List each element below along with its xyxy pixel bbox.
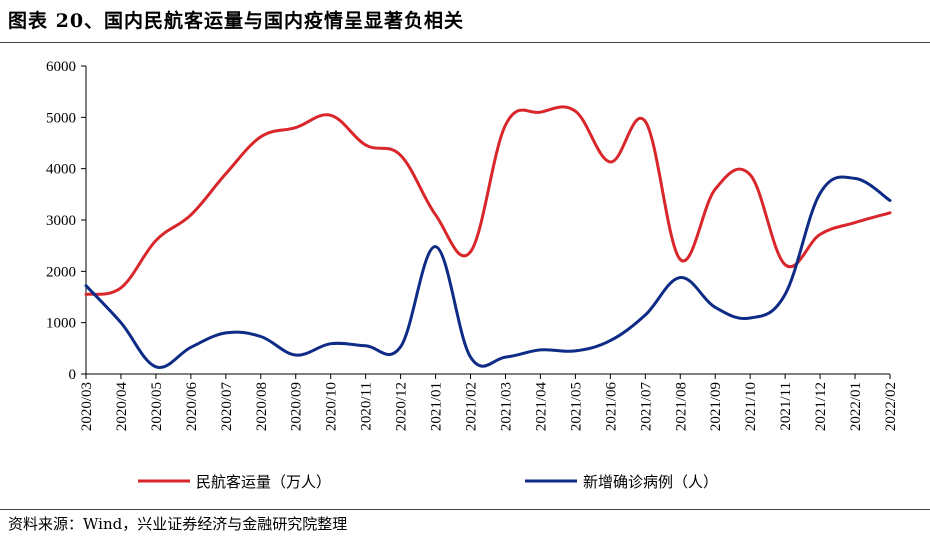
- legend-label: 新增确诊病例（人）: [583, 473, 718, 491]
- x-tick-label: 2021/07: [638, 382, 654, 432]
- x-tick-label: 2021/08: [673, 382, 689, 431]
- y-tick-label: 3000: [46, 213, 76, 229]
- x-tick-label: 2020/04: [114, 382, 130, 432]
- x-tick-label: 2021/11: [778, 382, 794, 431]
- source-divider: [0, 509, 930, 510]
- x-tick-label: 2022/02: [883, 382, 899, 431]
- chart-legend: 民航客运量（万人） 新增确诊病例（人）: [138, 473, 718, 491]
- x-tick-label: 2020/09: [289, 382, 305, 431]
- title-divider: [0, 42, 930, 43]
- x-tick-label: 2020/06: [184, 382, 200, 432]
- chart-title: 图表 20、国内民航客运量与国内疫情呈显著负相关: [8, 10, 465, 32]
- x-tick-label: 2021/06: [603, 382, 619, 432]
- y-tick-label: 4000: [46, 162, 76, 178]
- y-tick-label: 2000: [46, 264, 76, 280]
- legend-label: 民航客运量（万人）: [196, 473, 331, 491]
- y-tick-label: 1000: [46, 316, 76, 332]
- source-note: 资料来源：Wind，兴业证券经济与金融研究院整理: [8, 515, 348, 533]
- x-tick-label: 2020/03: [79, 382, 95, 431]
- legend-item-cases: 新增确诊病例（人）: [525, 473, 718, 491]
- x-tick-label: 2020/12: [394, 382, 410, 431]
- legend-item-passengers: 民航客运量（万人）: [138, 473, 331, 491]
- x-tick-label: 2022/01: [848, 382, 864, 431]
- series-line-passengers: [84, 105, 892, 296]
- chart-series: [84, 105, 892, 369]
- x-tick-label: 2021/04: [533, 382, 549, 432]
- x-tick-label: 2020/05: [149, 382, 165, 431]
- x-tick-label: 2020/08: [254, 382, 270, 431]
- x-tick-label: 2020/11: [359, 382, 375, 431]
- x-tick-label: 2021/02: [464, 382, 480, 431]
- x-tick-label: 2021/12: [813, 382, 829, 431]
- y-tick-label: 5000: [46, 110, 76, 126]
- x-tick-label: 2021/09: [708, 382, 724, 431]
- x-tick-label: 2020/07: [219, 382, 235, 432]
- x-tick-label: 2020/10: [324, 382, 340, 431]
- x-tick-label: 2021/01: [429, 382, 445, 431]
- chart-axes: 0 1000 2000 3000 4000 5000 6000 2020/03 2020/04 2…: [46, 59, 899, 431]
- series-line-cases: [84, 175, 892, 369]
- y-tick-label: 6000: [46, 59, 76, 75]
- x-tick-label: 2021/03: [498, 382, 514, 431]
- y-tick-label: 0: [69, 367, 77, 383]
- x-tick-label: 2021/05: [568, 382, 584, 431]
- x-tick-label: 2021/10: [743, 382, 759, 431]
